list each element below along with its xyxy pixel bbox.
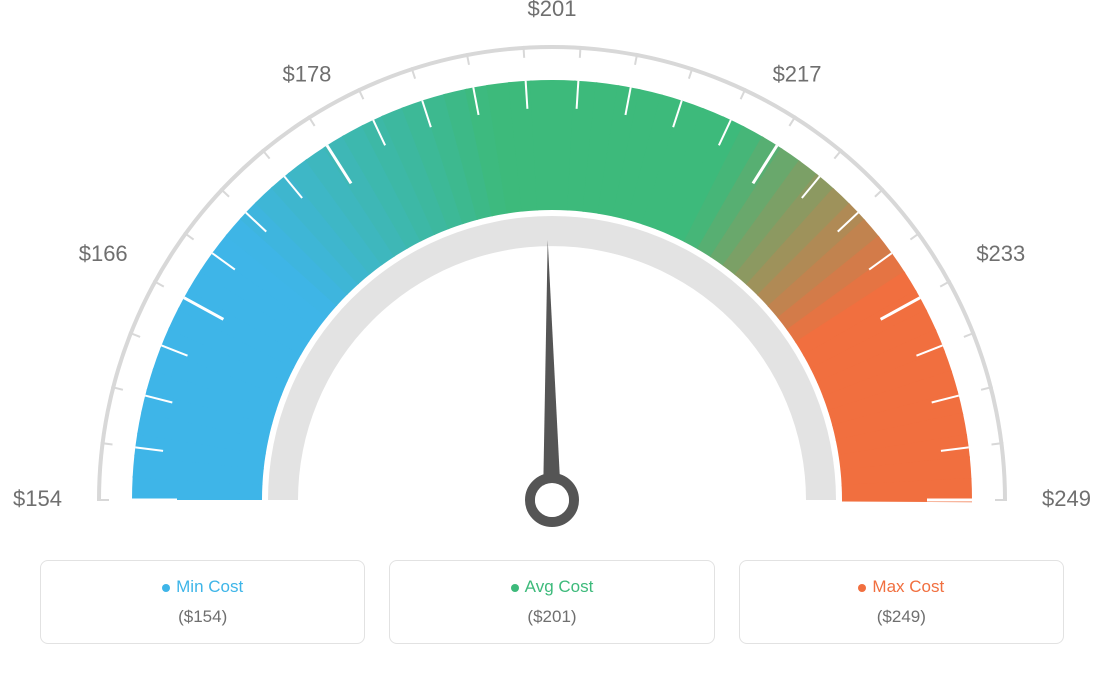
legend-min-value: ($154) [53,607,352,627]
legend-min-label: Min Cost [176,577,243,596]
legend-row: Min Cost ($154) Avg Cost ($201) Max Cost… [0,560,1104,644]
legend-dot-avg [511,584,519,592]
gauge-tick-label: $233 [976,241,1025,266]
gauge-tick-label: $178 [282,62,331,87]
legend-dot-min [162,584,170,592]
legend-card-min: Min Cost ($154) [40,560,365,644]
legend-card-max: Max Cost ($249) [739,560,1064,644]
gauge-tick-label: $166 [79,241,128,266]
gauge-svg: $154 $166 $178 $201 $217 $233 $249 [0,0,1104,560]
legend-avg-value: ($201) [402,607,701,627]
gauge-tick-label: $249 [1042,486,1091,511]
gauge-tick-label: $217 [773,62,822,87]
legend-dot-max [858,584,866,592]
gauge-tick-label: $201 [528,0,577,21]
legend-min-title: Min Cost [53,577,352,597]
legend-max-title: Max Cost [752,577,1051,597]
legend-avg-title: Avg Cost [402,577,701,597]
legend-card-avg: Avg Cost ($201) [389,560,714,644]
legend-avg-label: Avg Cost [525,577,594,596]
legend-max-label: Max Cost [872,577,944,596]
gauge-chart: $154 $166 $178 $201 $217 $233 $249 [0,0,1104,560]
gauge-needle [543,240,561,500]
legend-max-value: ($249) [752,607,1051,627]
gauge-tick-label: $154 [13,486,62,511]
